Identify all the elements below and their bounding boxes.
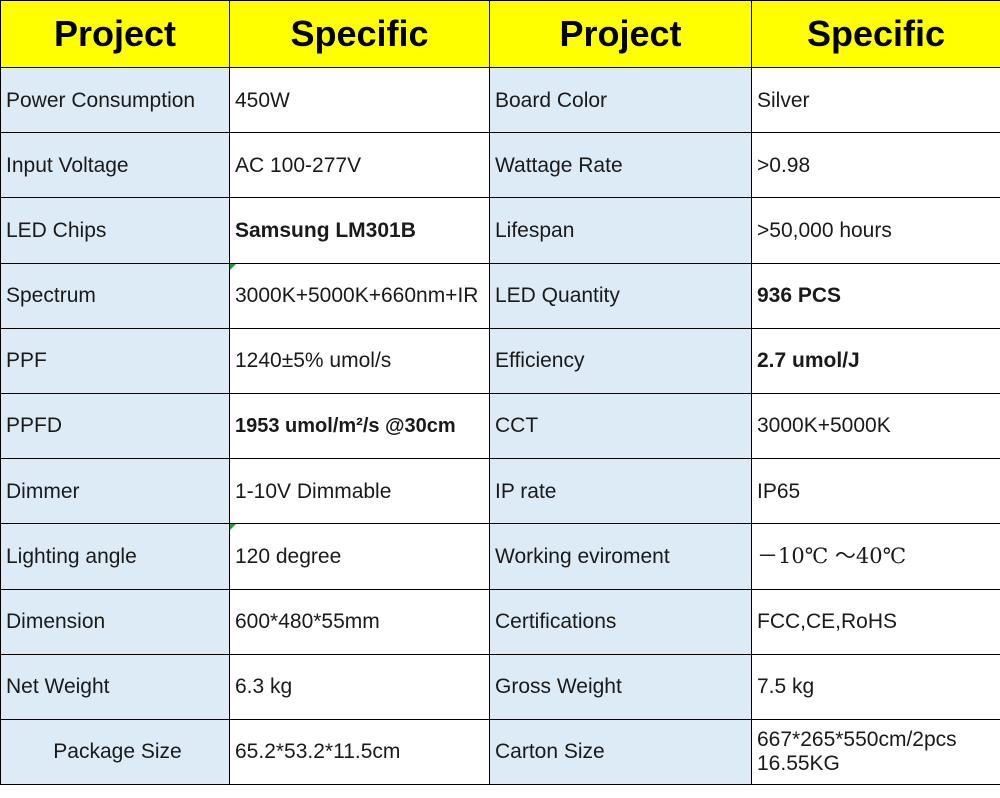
project-cell: LED Chips [0, 197, 230, 264]
specific-cell: 3000K+5000K [751, 392, 1000, 460]
project-cell: Wattage Rate [489, 132, 752, 199]
specific-cell: 667*265*550cm/2pcs 16.55KG [751, 718, 1000, 786]
project-cell: Dimension [0, 588, 230, 655]
project-cell: Dimmer [0, 458, 230, 525]
project-cell: Efficiency [489, 327, 752, 394]
specific-cell: 120 degree [229, 523, 490, 590]
specific-cell: 65.2*53.2*11.5cm [229, 718, 490, 786]
specific-cell: AC 100-277V [229, 132, 490, 199]
project-cell: Lighting angle [0, 523, 230, 590]
project-cell: Net Weight [0, 653, 230, 720]
project-cell: Certifications [489, 588, 752, 655]
table-row: PPF 1240±5% umol/s Efficiency 2.7 umol/J [0, 327, 1000, 394]
project-cell: PPF [0, 327, 230, 394]
project-cell: IP rate [489, 458, 752, 525]
table-row: PPFD 1953 umol/m²/s @30cm CCT 3000K+5000… [0, 392, 1000, 460]
specific-cell: FCC,CE,RoHS [751, 588, 1000, 655]
specific-cell: 1-10V Dimmable [229, 458, 490, 525]
header-row: Project Specific Project Specific [0, 0, 1000, 68]
table-row: Lighting angle 120 degree Working evirom… [0, 523, 1000, 590]
project-cell: LED Quantity [489, 262, 752, 329]
table-row: Dimension 600*480*55mm Certifications FC… [0, 588, 1000, 655]
specific-cell: 936 PCS [751, 262, 1000, 329]
header-project-1: Project [0, 0, 230, 68]
header-specific-1: Specific [229, 0, 490, 68]
specific-cell: 3000K+5000K+660nm+IR [229, 262, 490, 329]
table-row: LED Chips Samsung LM301B Lifespan >50,00… [0, 197, 1000, 264]
specific-cell: 1953 umol/m²/s @30cm [229, 392, 490, 460]
project-cell: Carton Size [489, 718, 752, 786]
project-cell: Power Consumption [0, 66, 230, 134]
table-row: Package Size 65.2*53.2*11.5cm Carton Siz… [0, 718, 1000, 786]
specific-cell: －10℃ ～40℃ [751, 523, 1000, 590]
project-cell: Working eviroment [489, 523, 752, 590]
specific-cell: >50,000 hours [751, 197, 1000, 264]
project-cell: CCT [489, 392, 752, 460]
project-cell: Spectrum [0, 262, 230, 329]
project-cell: Lifespan [489, 197, 752, 264]
table-row: Net Weight 6.3 kg Gross Weight 7.5 kg [0, 653, 1000, 720]
table-row: Power Consumption 450W Board Color Silve… [0, 66, 1000, 134]
specific-cell: IP65 [751, 458, 1000, 525]
specific-cell: 600*480*55mm [229, 588, 490, 655]
table-row: Dimmer 1-10V Dimmable IP rate IP65 [0, 458, 1000, 525]
specific-cell: Silver [751, 66, 1000, 134]
table-row: Input Voltage AC 100-277V Wattage Rate >… [0, 132, 1000, 199]
table-row: Spectrum 3000K+5000K+660nm+IR LED Quanti… [0, 262, 1000, 329]
project-cell: Package Size [0, 718, 230, 786]
project-cell: Input Voltage [0, 132, 230, 199]
header-project-2: Project [489, 0, 752, 68]
specific-cell: 6.3 kg [229, 653, 490, 720]
specific-cell: Samsung LM301B [229, 197, 490, 264]
project-cell: Gross Weight [489, 653, 752, 720]
project-cell: Board Color [489, 66, 752, 134]
header-specific-2: Specific [751, 0, 1000, 68]
specific-cell: 450W [229, 66, 490, 134]
specific-cell: 7.5 kg [751, 653, 1000, 720]
specific-cell: 2.7 umol/J [751, 327, 1000, 394]
project-cell: PPFD [0, 392, 230, 460]
specific-cell: 1240±5% umol/s [229, 327, 490, 394]
specific-cell: >0.98 [751, 132, 1000, 199]
